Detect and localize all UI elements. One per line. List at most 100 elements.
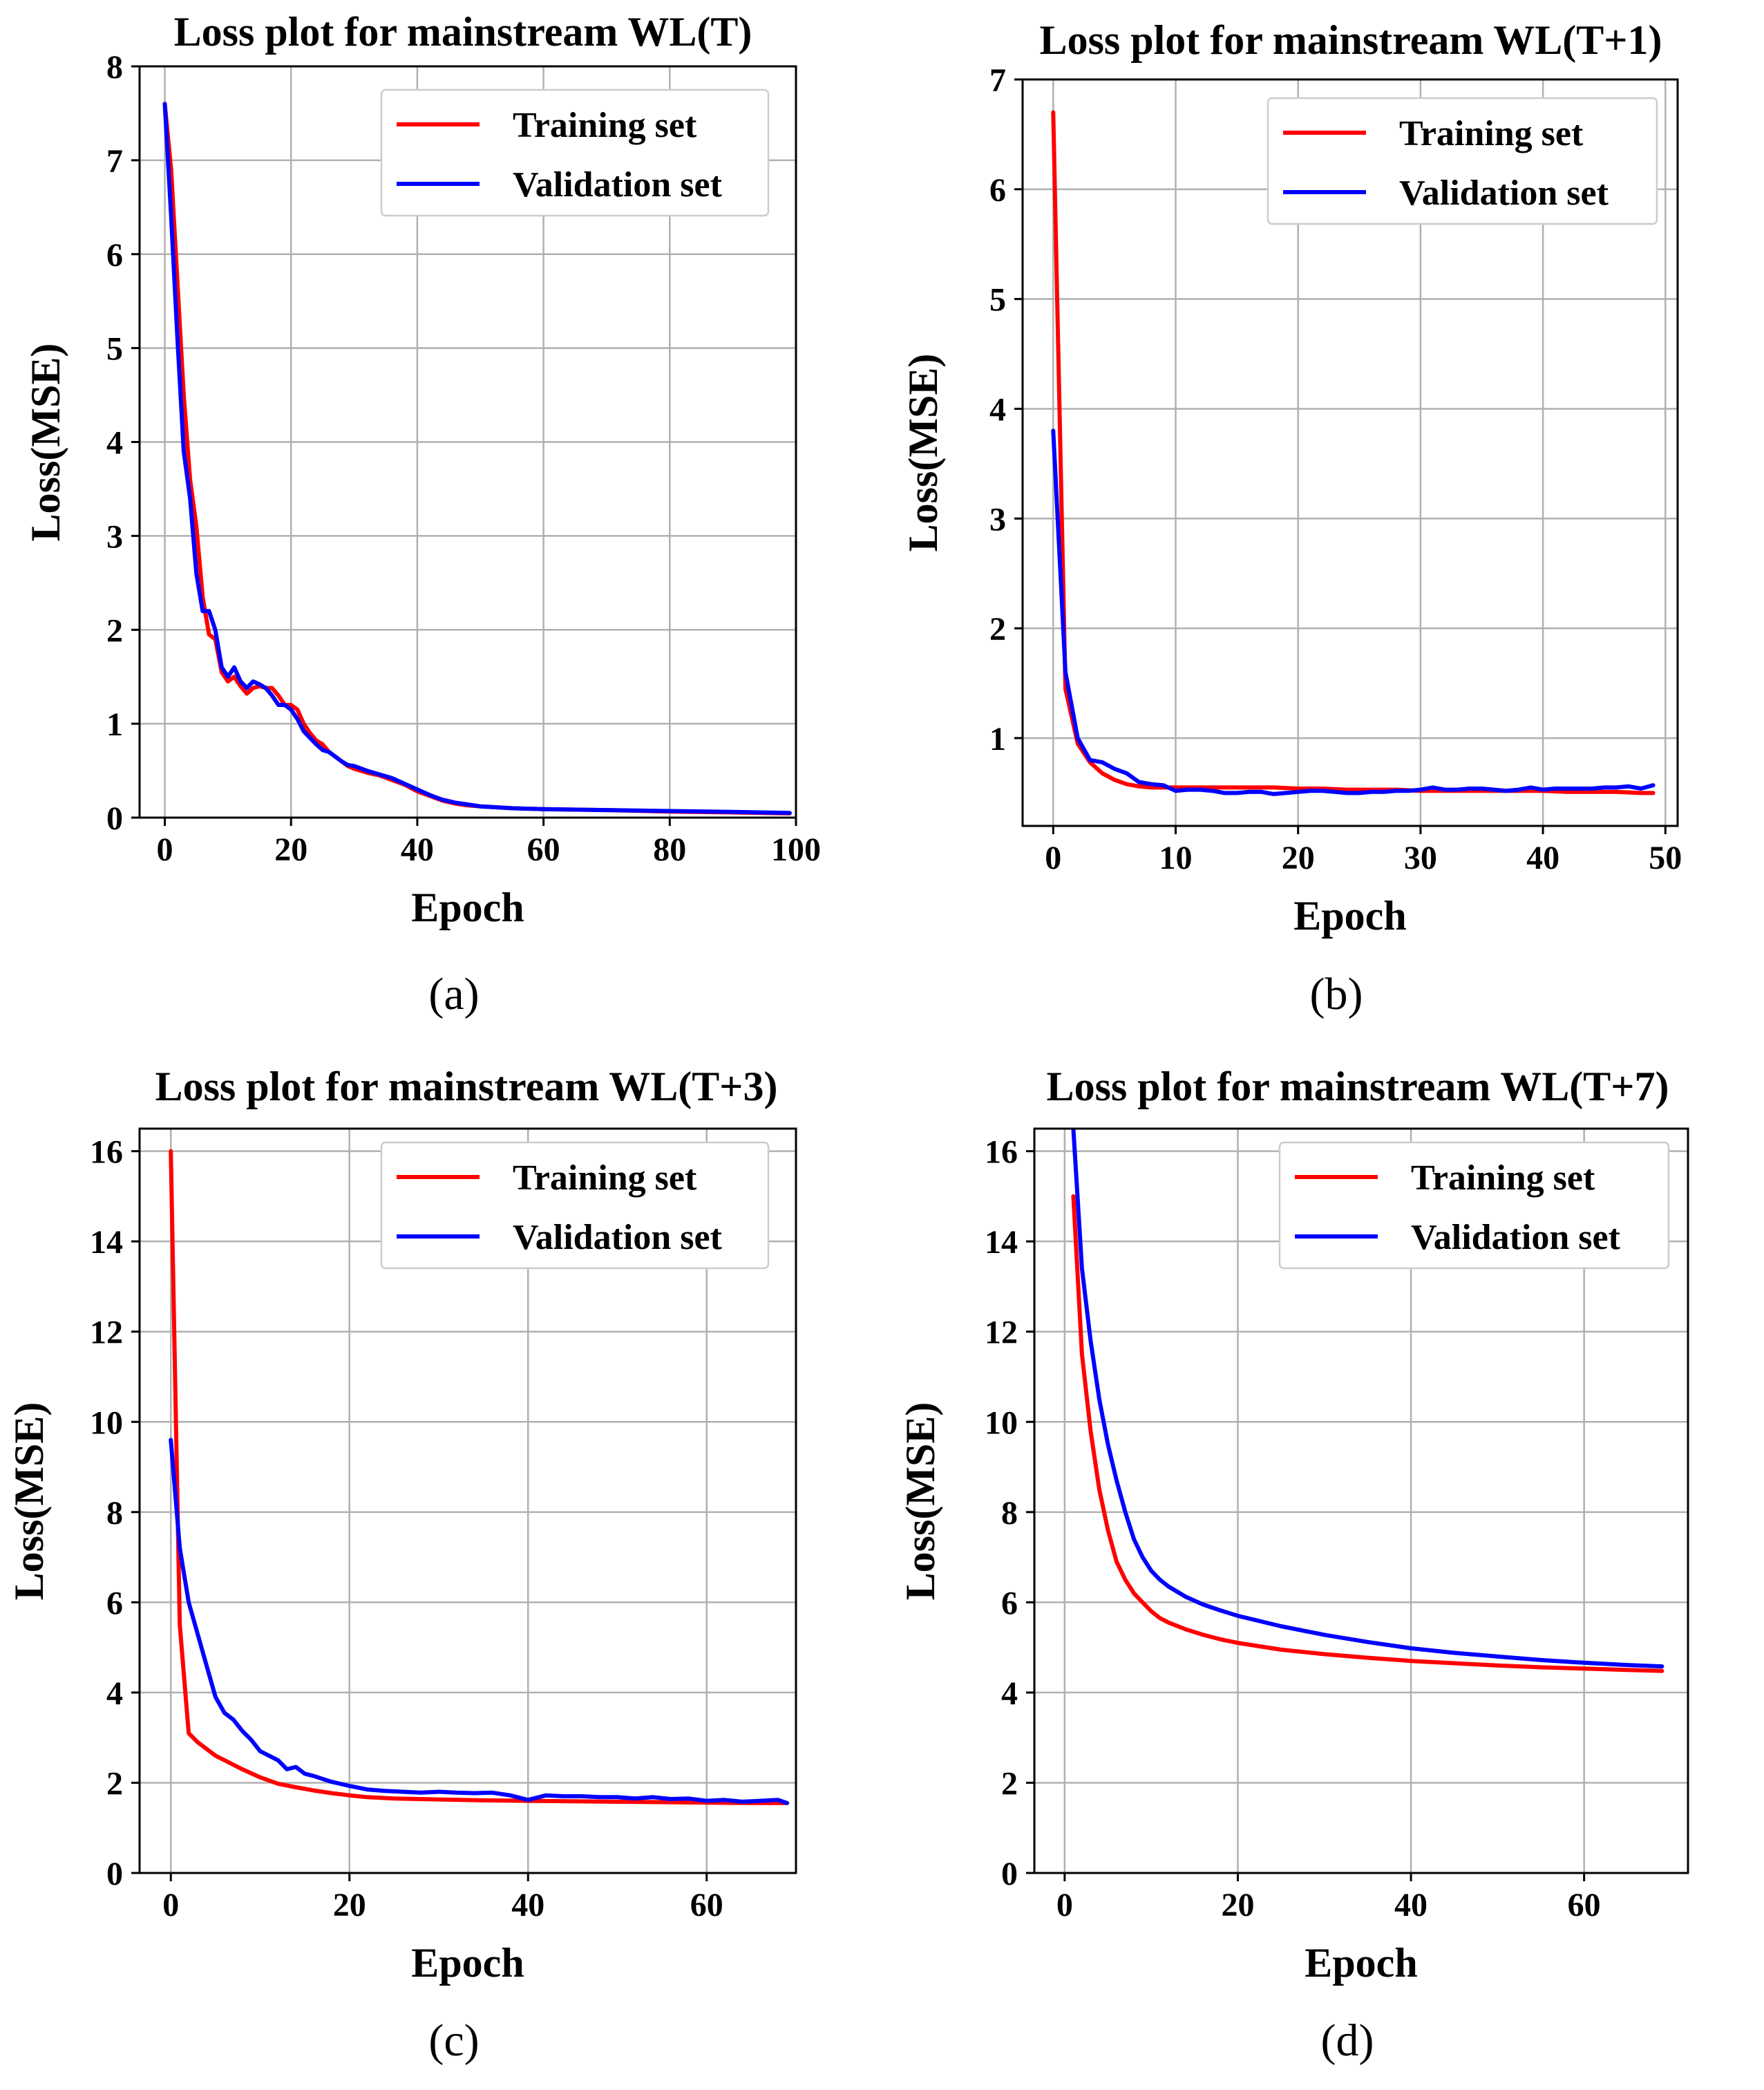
legend-label-training-set: Training set bbox=[513, 1158, 697, 1198]
y-tick-label: 8 bbox=[106, 49, 123, 86]
y-tick-label: 8 bbox=[1001, 1495, 1018, 1532]
chart-title: Loss plot for mainstream WL(T+1) bbox=[1040, 17, 1662, 63]
y-tick-label: 0 bbox=[106, 1856, 123, 1892]
y-tick-label: 1 bbox=[106, 706, 123, 743]
y-tick-label: 6 bbox=[989, 172, 1006, 209]
plot-frame bbox=[1033, 1127, 1689, 1874]
legend: Training set Validation set bbox=[380, 88, 770, 217]
x-tick-label: 40 bbox=[401, 831, 434, 868]
y-tick-label: 6 bbox=[1001, 1585, 1018, 1621]
y-tick-label: 10 bbox=[985, 1404, 1018, 1441]
chart-title: Loss plot for mainstream WL(T+7) bbox=[1047, 1064, 1669, 1109]
y-tick-label: 12 bbox=[985, 1315, 1018, 1351]
x-tick-label: 0 bbox=[157, 831, 173, 868]
chart-title: Loss plot for mainstream WL(T+3) bbox=[155, 1064, 778, 1109]
panel-label: (a) bbox=[428, 969, 479, 1019]
legend-label-validation-set: Validation set bbox=[513, 165, 723, 205]
y-axis-label: Loss(MSE) bbox=[23, 343, 68, 542]
x-tick-label: 20 bbox=[333, 1887, 366, 1923]
y-tick-label: 2 bbox=[106, 612, 123, 649]
series-group bbox=[1051, 110, 1656, 796]
plot-frame bbox=[138, 1127, 797, 1874]
y-tick-label: 5 bbox=[106, 331, 123, 368]
x-axis-label: Epoch bbox=[1305, 1940, 1417, 1986]
training-set-line bbox=[1071, 1194, 1665, 1673]
y-tick-label: 0 bbox=[1001, 1856, 1018, 1892]
plot-frame bbox=[1021, 78, 1679, 827]
panel-label: (d) bbox=[1321, 2015, 1374, 2066]
x-tick-label: 80 bbox=[653, 831, 686, 868]
series-group bbox=[1071, 1129, 1665, 1673]
legend-label-training-set: Training set bbox=[513, 106, 697, 145]
validation-set-line bbox=[1071, 1129, 1665, 1669]
y-tick-label: 4 bbox=[106, 1675, 123, 1712]
y-tick-label: 5 bbox=[989, 282, 1006, 319]
y-tick-label: 16 bbox=[985, 1134, 1018, 1171]
chart-panel-c: 0 20 40 60 0 2 4 6 8 10 12 14 16 Training set Validati… bbox=[6, 1064, 797, 2066]
chart-panel-d: 0 20 40 60 0 2 4 6 8 10 12 14 16 Training set Validati… bbox=[898, 1064, 1689, 2066]
legend-label-training-set: Training set bbox=[1399, 114, 1584, 153]
y-tick-label: 6 bbox=[106, 237, 123, 274]
legend-label-validation-set: Validation set bbox=[1399, 173, 1609, 213]
y-tick-label: 4 bbox=[1001, 1675, 1018, 1712]
validation-set-line bbox=[1051, 429, 1656, 796]
y-tick-label: 10 bbox=[90, 1404, 123, 1441]
panel-label: (b) bbox=[1310, 969, 1363, 1019]
x-tick-label: 30 bbox=[1404, 840, 1437, 876]
y-tick-label: 7 bbox=[106, 143, 123, 180]
y-tick-label: 6 bbox=[106, 1585, 123, 1621]
y-tick-label: 12 bbox=[90, 1315, 123, 1351]
x-axis-label: Epoch bbox=[411, 1940, 524, 1986]
y-tick-label: 2 bbox=[989, 611, 1006, 648]
x-tick-label: 20 bbox=[274, 831, 307, 868]
validation-set-line bbox=[162, 102, 792, 816]
legend-label-validation-set: Validation set bbox=[1411, 1218, 1621, 1257]
y-axis-label: Loss(MSE) bbox=[898, 1402, 943, 1601]
x-tick-label: 40 bbox=[1526, 840, 1559, 876]
x-tick-label: 100 bbox=[771, 831, 821, 868]
training-set-line bbox=[169, 1149, 790, 1805]
x-tick-label: 20 bbox=[1221, 1887, 1254, 1923]
x-axis-label: Epoch bbox=[1293, 893, 1406, 939]
panel-label: (c) bbox=[428, 2015, 479, 2066]
y-tick-label: 3 bbox=[989, 501, 1006, 538]
chart-panel-b: 0 10 20 30 40 50 1 2 3 4 5 6 7 Training set Validation… bbox=[900, 17, 1682, 1019]
x-tick-label: 40 bbox=[1394, 1887, 1428, 1923]
series-group bbox=[162, 102, 792, 816]
x-tick-label: 60 bbox=[527, 831, 560, 868]
y-axis-label: Loss(MSE) bbox=[900, 354, 946, 552]
x-tick-label: 20 bbox=[1282, 840, 1315, 876]
y-tick-label: 0 bbox=[106, 800, 123, 837]
validation-set-line bbox=[169, 1438, 790, 1805]
y-tick-label: 8 bbox=[106, 1495, 123, 1532]
y-tick-label: 4 bbox=[989, 391, 1006, 428]
legend: Training set Validation set bbox=[1267, 97, 1658, 225]
legend-label-training-set: Training set bbox=[1411, 1158, 1595, 1198]
y-tick-label: 2 bbox=[1001, 1765, 1018, 1802]
y-tick-label: 2 bbox=[106, 1765, 123, 1802]
x-tick-label: 10 bbox=[1159, 840, 1192, 876]
legend: Training set Validation set bbox=[1278, 1141, 1670, 1270]
x-tick-label: 50 bbox=[1649, 840, 1682, 876]
plot-frame bbox=[138, 65, 797, 819]
y-tick-label: 4 bbox=[106, 425, 123, 462]
x-tick-label: 0 bbox=[162, 1887, 179, 1923]
y-axis-label: Loss(MSE) bbox=[6, 1402, 52, 1601]
x-tick-label: 0 bbox=[1045, 840, 1061, 876]
series-group bbox=[169, 1149, 790, 1805]
legend: Training set Validation set bbox=[380, 1141, 770, 1270]
x-tick-label: 40 bbox=[511, 1887, 544, 1923]
y-tick-label: 14 bbox=[90, 1224, 123, 1261]
x-axis-label: Epoch bbox=[411, 885, 524, 930]
x-tick-label: 0 bbox=[1056, 1887, 1073, 1923]
y-tick-label: 1 bbox=[989, 721, 1006, 757]
y-tick-label: 16 bbox=[90, 1134, 123, 1171]
chart-panel-a: 0 20 40 60 80 100 0 1 2 3 4 5 6 7 8 Training set Validat… bbox=[23, 9, 821, 1019]
legend-label-validation-set: Validation set bbox=[513, 1218, 723, 1257]
x-tick-label: 60 bbox=[690, 1887, 723, 1923]
chart-title: Loss plot for mainstream WL(T) bbox=[174, 9, 752, 55]
x-tick-label: 60 bbox=[1568, 1887, 1601, 1923]
y-tick-label: 7 bbox=[989, 62, 1006, 99]
y-tick-label: 3 bbox=[106, 518, 123, 555]
